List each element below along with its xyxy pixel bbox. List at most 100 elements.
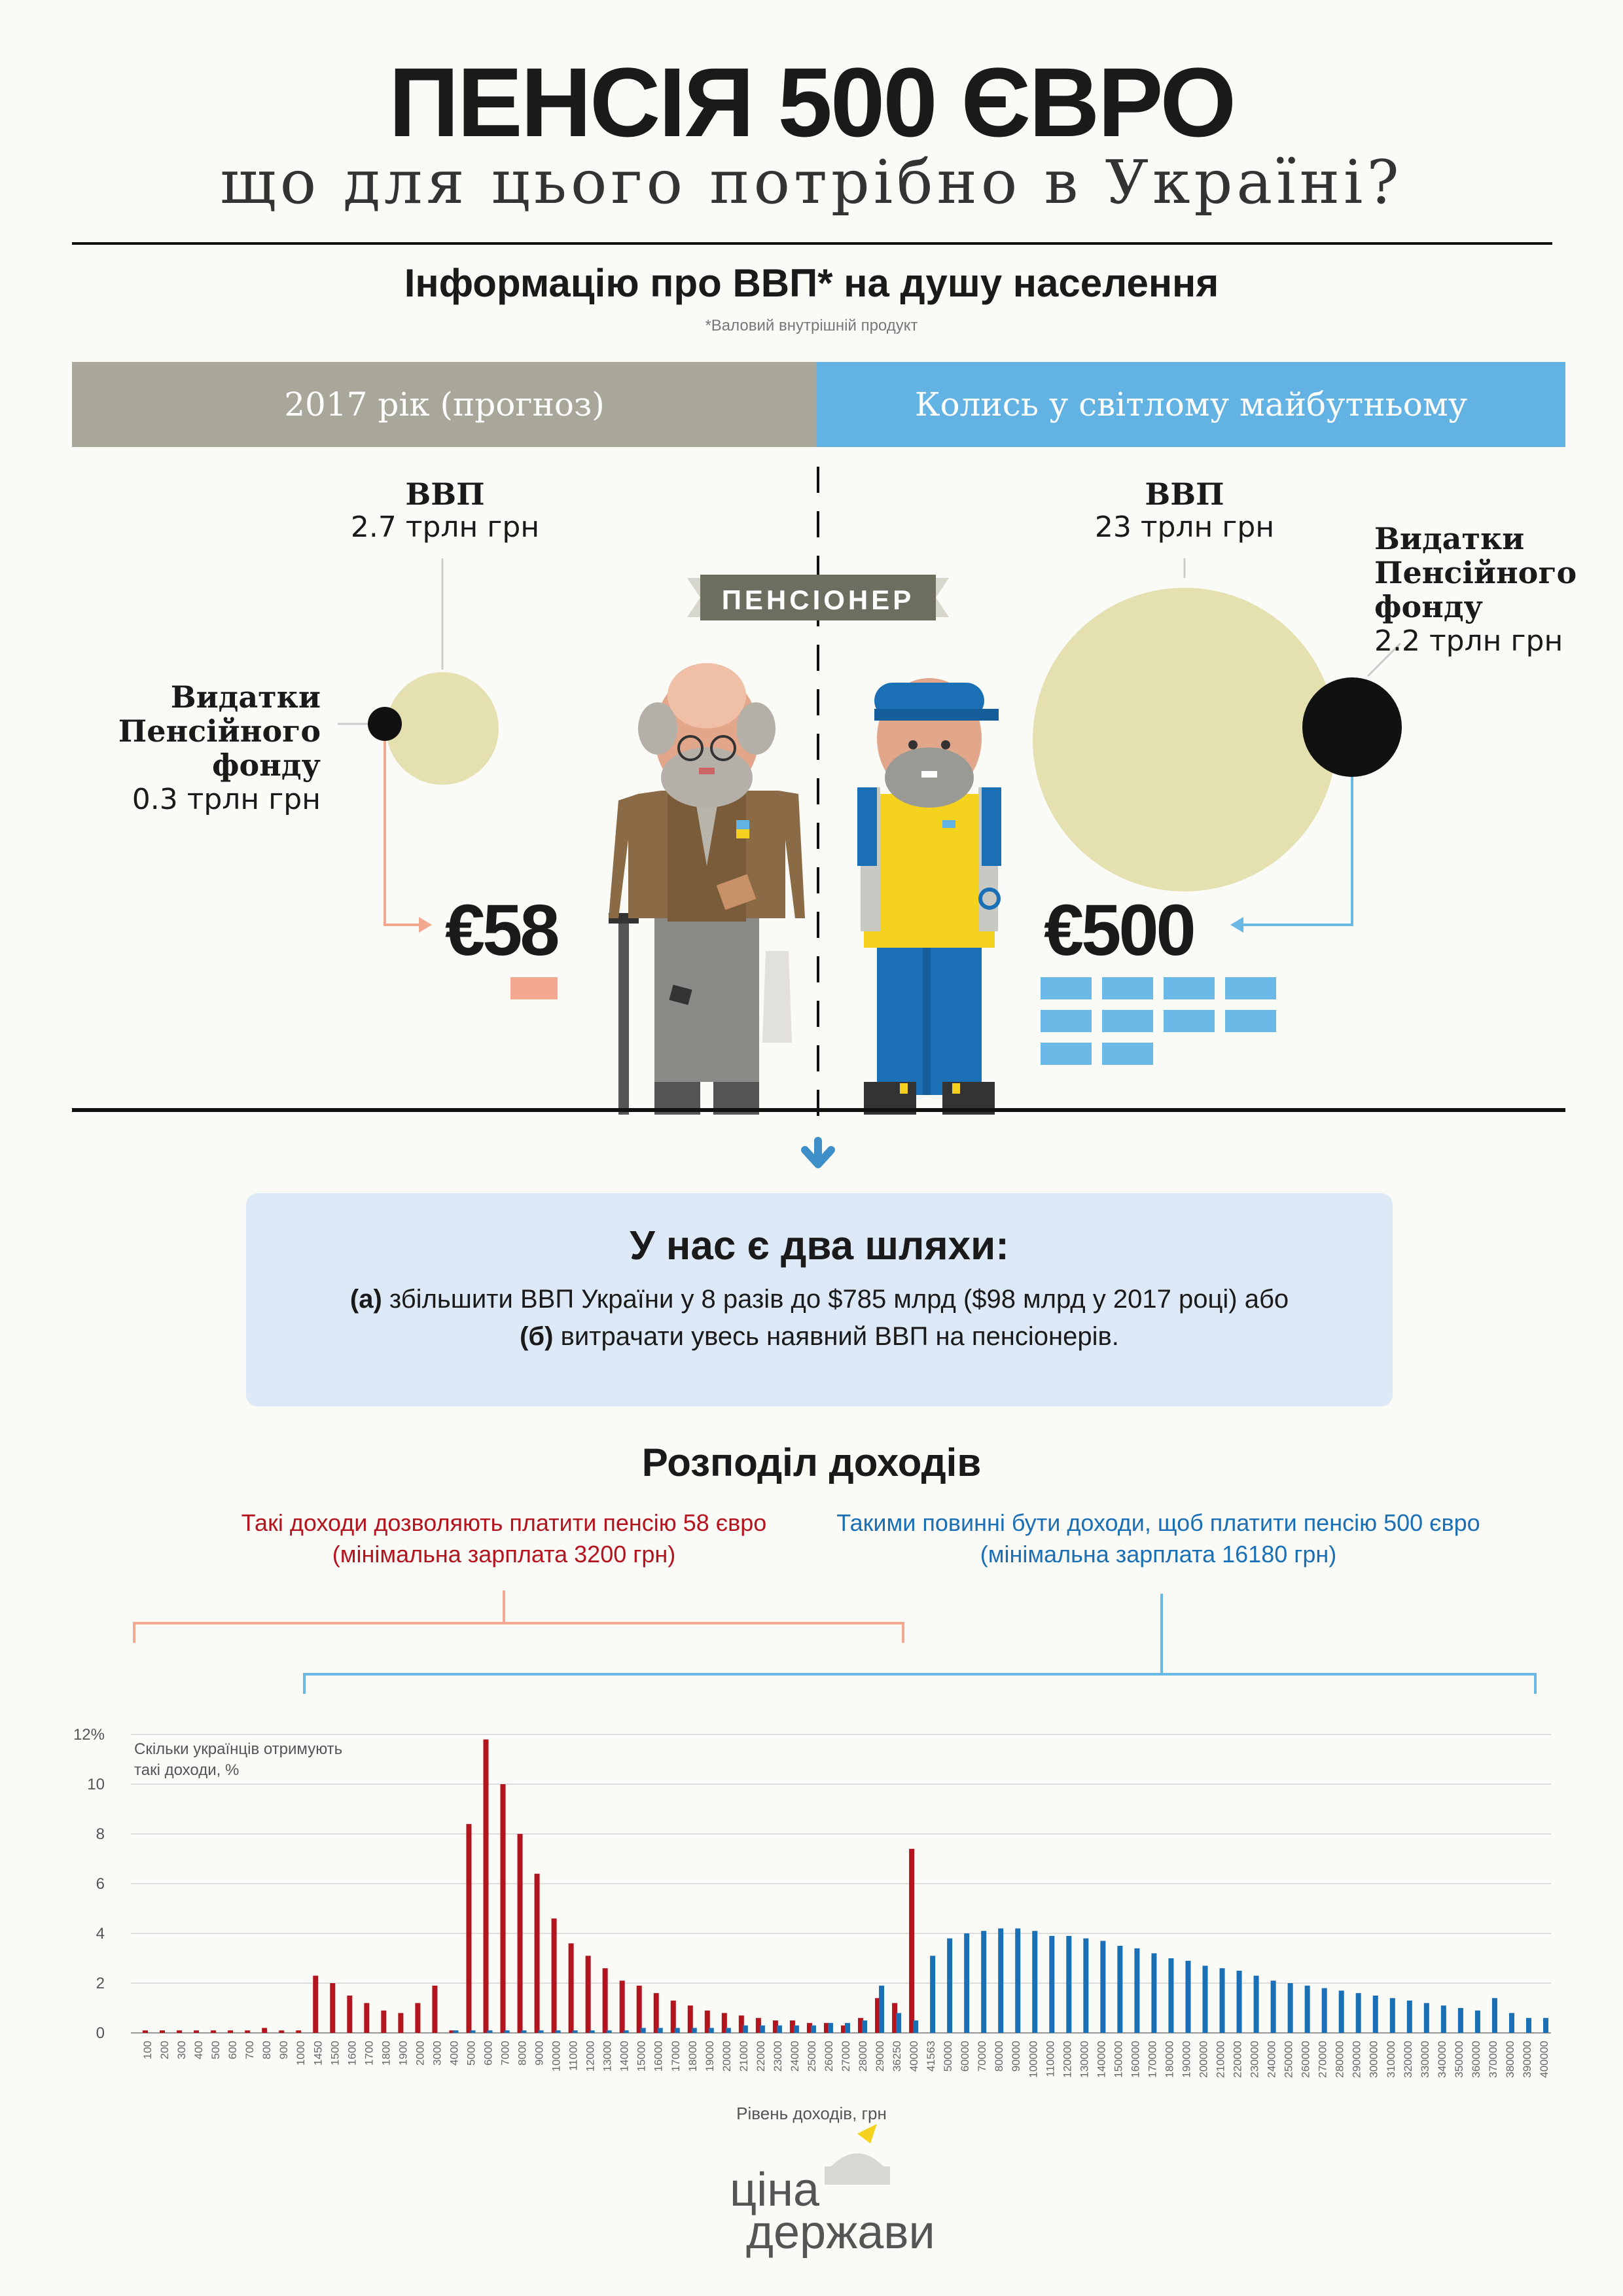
chart-bar — [602, 1968, 608, 2033]
chart-bar — [657, 2028, 663, 2033]
x-tick-label: 220000 — [1232, 2041, 1244, 2078]
x-tick-label: 36250 — [891, 2041, 903, 2072]
chart-bar — [466, 1823, 472, 2033]
chart-bar — [487, 2030, 493, 2033]
chart-bar — [738, 2015, 744, 2033]
chart-bar — [470, 2030, 476, 2033]
chart-bar — [555, 2030, 561, 2033]
page-subtitle: що для цього потрібно в Україні? — [220, 147, 1403, 217]
chart-bar — [517, 1834, 523, 2033]
chart-bar — [845, 2022, 850, 2033]
chart-bar — [228, 2030, 234, 2033]
chart-bar — [568, 1943, 574, 2033]
chart-bar — [691, 2028, 697, 2033]
gdp-label-right: ВВП — [1145, 476, 1224, 512]
x-tick-label: 10000 — [550, 2041, 563, 2072]
right-note-2: (мінімальна зарплата 16180 грн) — [980, 1541, 1337, 1568]
chart-bar — [194, 2030, 200, 2033]
pension-value-500: €500 — [1044, 890, 1196, 971]
chart-bar — [998, 1928, 1004, 2033]
x-tick-label: 240000 — [1266, 2041, 1278, 2078]
chart-bar — [793, 2025, 799, 2033]
chart-bar — [245, 2030, 251, 2033]
x-tick-label: 90000 — [1010, 2041, 1022, 2072]
chart-bar — [687, 2005, 693, 2033]
arrow-left — [383, 741, 419, 926]
x-tick-label: 19000 — [704, 2041, 716, 2072]
chart-bar — [827, 2022, 833, 2033]
income-chart: 12% 10 8 6 4 2 0 100 200 300 400 500 600 700 800 900 10… — [73, 1726, 1551, 2123]
chart-bar — [755, 2018, 761, 2033]
x-tick-label: 360000 — [1470, 2041, 1482, 2078]
x-tick-label: 1700 — [363, 2041, 375, 2066]
pensioner-banner — [700, 575, 936, 620]
x-tick-label: 1000 — [294, 2041, 307, 2066]
down-arrow-icon — [801, 1137, 835, 1168]
chart-bar — [449, 2030, 455, 2033]
chart-bar — [858, 2018, 864, 2033]
x-tick-label: 15000 — [635, 2041, 648, 2072]
pension-value-58: €58 — [445, 890, 560, 971]
y-tick-label: 8 — [96, 1825, 105, 1843]
chart-bar — [606, 2030, 612, 2033]
x-tick-label: 7000 — [499, 2041, 512, 2066]
chart-bar — [653, 1993, 659, 2033]
chart-bar — [670, 2000, 676, 2033]
x-tick-label: 900 — [277, 2041, 290, 2059]
gdp-label-left: ВВП — [405, 476, 485, 512]
x-tick-label: 80000 — [993, 2041, 1005, 2072]
x-tick-label: 3000 — [431, 2041, 443, 2066]
x-tick-label: 16000 — [652, 2041, 665, 2072]
chart-bar — [636, 1985, 642, 2033]
x-tick-label: 400 — [192, 2041, 205, 2059]
x-tick-label: 110000 — [1044, 2041, 1056, 2077]
x-tick-label: 180000 — [1163, 2041, 1175, 2078]
path-a: (а) збільшити ВВП України у 8 разів до $… — [246, 1285, 1393, 1314]
x-tick-label: 1500 — [329, 2041, 341, 2066]
paths-title: У нас є два шляхи: — [630, 1223, 1009, 1268]
page-title: ПЕНСІЯ 500 ЄВРО — [388, 47, 1236, 157]
chart-bar — [862, 2020, 868, 2033]
x-tick-label: 1800 — [380, 2041, 392, 2066]
chart-bar — [1355, 1993, 1361, 2033]
chart-bar — [1406, 2000, 1412, 2033]
chart-bar — [964, 1933, 970, 2033]
x-tick-label: 14000 — [618, 2041, 631, 2072]
chart-bar — [742, 2025, 748, 2033]
x-tick-label: 1900 — [397, 2041, 409, 2066]
chart-bar — [1151, 1953, 1157, 2033]
chart-ylabel-1: Скільки українців отримують — [134, 1740, 342, 1758]
chart-bar — [1389, 1998, 1395, 2033]
x-tick-label: 230000 — [1249, 2041, 1261, 2078]
x-tick-label: 400000 — [1538, 2041, 1550, 2078]
fund-label-left-3: фонду — [212, 747, 321, 783]
chart-ylabel-2: такі доходи, % — [134, 1761, 239, 1779]
paths-box — [246, 1193, 1393, 1407]
chart-bar — [1219, 1968, 1225, 2033]
fund-value-left: 0.3 трлн грн — [132, 783, 321, 816]
chart-bar — [725, 2028, 731, 2033]
ground-line — [72, 1108, 1565, 1112]
chart-bar — [1066, 1935, 1072, 2033]
chart-bar — [708, 2028, 714, 2033]
x-tick-label: 50000 — [942, 2041, 954, 2072]
fund-label-right-1: Видатки — [1374, 521, 1525, 556]
chart-bar — [879, 1985, 885, 2033]
fund-label-left-1: Видатки — [170, 679, 321, 715]
chart-bar — [674, 2028, 680, 2033]
path-b: (б) витрачати увесь наявний ВВП на пенсі… — [246, 1322, 1393, 1352]
chart-bar — [1457, 2008, 1463, 2033]
chart-bar — [1134, 1948, 1140, 2033]
chart-bar — [1338, 1990, 1344, 2033]
chart-bar — [1440, 2005, 1446, 2033]
x-tick-label: 41563 — [925, 2041, 937, 2072]
chart-bar — [538, 2030, 544, 2033]
distribution-title: Розподіл доходів — [641, 1441, 982, 1484]
band-2017: 2017 рік (прогноз) — [72, 362, 817, 447]
chart-bar — [1083, 1938, 1089, 2033]
band-future: Колись у світлому майбутньому — [817, 362, 1565, 447]
x-tick-label: 4000 — [448, 2041, 460, 2066]
x-tick-label: 200 — [158, 2041, 171, 2059]
path-b-text: витрачати увесь наявний ВВП на пенсіонер… — [553, 1322, 1119, 1351]
x-tick-label: 310000 — [1385, 2041, 1397, 2078]
